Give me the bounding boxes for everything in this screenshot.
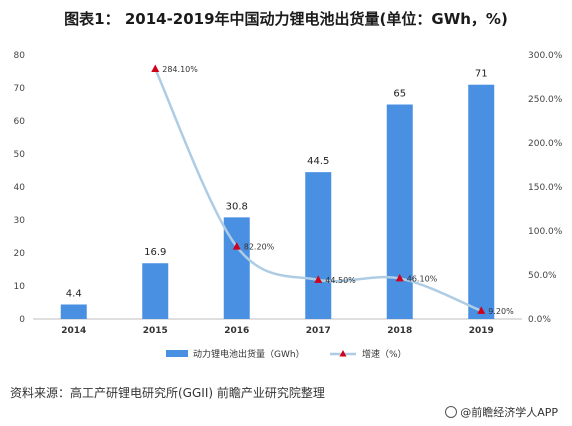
growth-value-label: 82.20% (244, 243, 275, 252)
bar-value-label: 65 (393, 89, 406, 100)
growth-value-label: 44.50% (325, 276, 356, 285)
growth-value-label: 9.20% (488, 307, 514, 316)
y-left-tick-label: 20 (14, 249, 26, 259)
x-tick-label: 2018 (387, 326, 412, 336)
brand-text: @前瞻经济学人APP (460, 406, 558, 419)
growth-point-marker (151, 64, 160, 72)
growth-value-label: 46.10% (407, 274, 438, 283)
y-left-tick-label: 70 (14, 84, 26, 94)
x-tick-label: 2016 (224, 326, 249, 336)
x-tick-label: 2017 (306, 326, 331, 336)
data-labels: 4.4 16.9 30.8 44.5 65 71 284.10% 82.20% 44.50% 46… (66, 65, 514, 316)
bars (60, 84, 495, 319)
brand: @前瞻经济学人APP (445, 404, 558, 420)
bar-value-label: 16.9 (144, 247, 166, 258)
growth-point-marker (395, 273, 404, 282)
y-left-tick-label: 30 (14, 216, 26, 226)
growth-value-label: 284.10% (162, 65, 198, 74)
bar-value-label: 71 (475, 69, 488, 80)
x-tick-label: 2015 (143, 326, 168, 336)
y-right-tick-label: 300.0% (528, 51, 563, 61)
y-left-tick-label: 60 (14, 117, 26, 127)
y-right-tick-label: 250.0% (528, 95, 563, 105)
x-tick-label: 2019 (469, 326, 494, 336)
growth-line (151, 64, 486, 314)
y-right-tick-label: 100.0% (528, 227, 563, 237)
bar (386, 104, 413, 319)
bar (60, 304, 87, 319)
x-tick-label: 2014 (61, 326, 86, 336)
y-left-tick-label: 50 (14, 150, 26, 160)
legend-bar-label: 动力锂电池出货量（GWh） (193, 348, 305, 360)
y-left-tick-label: 80 (14, 51, 26, 61)
bar (142, 263, 169, 319)
bar-value-label: 4.4 (66, 288, 82, 299)
growth-point-marker (232, 242, 241, 250)
legend-bar-swatch (166, 350, 188, 357)
y-right-tick-label: 150.0% (528, 183, 563, 193)
axes: 0 10 20 30 40 50 60 70 80 0.0% 50.0% 100.0% 150.0% 20… (14, 51, 563, 336)
legend-line-label: 增速（%） (362, 348, 407, 360)
growth-point-marker (314, 275, 323, 283)
bar-value-label: 44.5 (307, 156, 329, 167)
y-left-tick-label: 10 (14, 282, 26, 292)
y-left-tick-label: 0 (19, 315, 25, 325)
y-left-tick-label: 40 (14, 183, 26, 193)
y-right-tick-label: 0.0% (528, 315, 551, 325)
bar (468, 84, 495, 319)
source-note: 资料来源：高工产研锂电研究所(GGII) 前瞻产业研究院整理 (10, 386, 325, 400)
bar (305, 172, 332, 319)
legend: 动力锂电池出货量（GWh） 增速（%） (166, 348, 407, 360)
chart-title: 图表1： 2014-2019年中国动力锂电池出货量(单位：GWh，%) (64, 10, 508, 28)
growth-point-marker (477, 306, 486, 314)
bar-value-label: 30.8 (226, 201, 248, 212)
growth-line-path (154, 68, 482, 313)
legend-line-marker (339, 350, 347, 357)
y-right-tick-label: 50.0% (528, 271, 557, 281)
y-right-tick-label: 200.0% (528, 139, 563, 149)
brand-logo-icon (445, 406, 458, 418)
